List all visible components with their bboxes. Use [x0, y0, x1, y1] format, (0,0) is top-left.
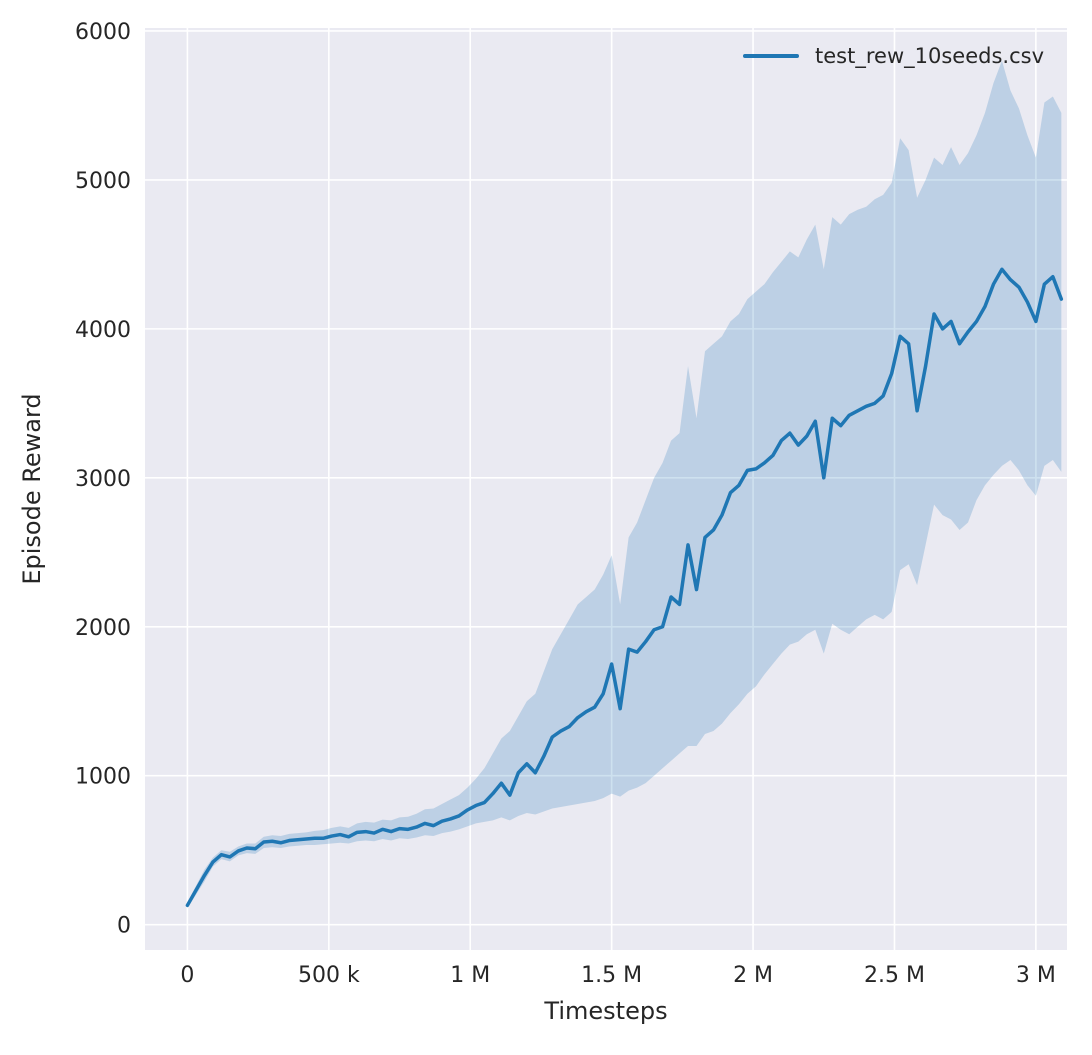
x-tick-label: 2.5 M — [864, 963, 925, 988]
confidence-band — [187, 60, 1062, 909]
x-tick-label: 1 M — [450, 963, 490, 988]
legend: test_rew_10seeds.csv — [743, 44, 1044, 68]
plot-area — [145, 28, 1067, 950]
x-tick-label: 500 k — [298, 963, 360, 988]
x-tick-label: 1.5 M — [581, 963, 642, 988]
y-tick-label: 6000 — [75, 20, 131, 45]
legend-line-swatch — [743, 54, 800, 58]
y-tick-label: 4000 — [75, 318, 131, 343]
y-tick-label: 2000 — [75, 616, 131, 641]
y-tick-label: 1000 — [75, 765, 131, 790]
legend-label: test_rew_10seeds.csv — [815, 44, 1044, 68]
y-tick-label: 3000 — [75, 467, 131, 492]
mean-line — [185, 267, 1064, 908]
x-axis-label: Timesteps — [544, 997, 668, 1025]
y-tick-label: 5000 — [75, 169, 131, 194]
x-tick-label: 3 M — [1016, 963, 1056, 988]
y-tick-label: 0 — [117, 914, 131, 939]
x-tick-label: 2 M — [733, 963, 773, 988]
x-tick-label: 0 — [180, 963, 194, 988]
y-axis-label: Episode Reward — [18, 393, 46, 585]
